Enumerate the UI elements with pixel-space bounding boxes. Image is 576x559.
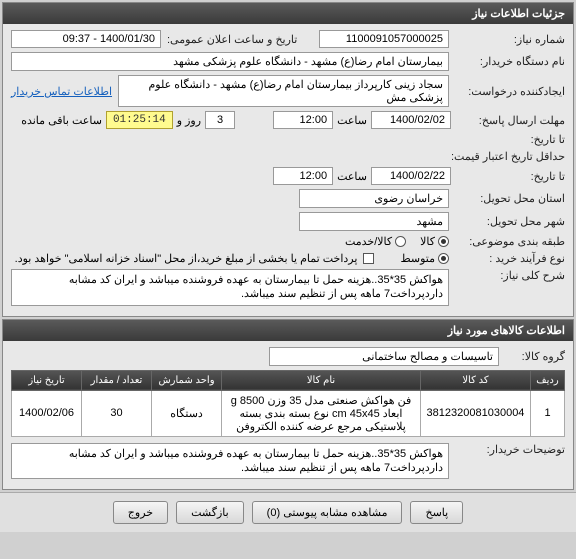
buyer-contact-link[interactable]: اطلاعات تماس خریدار — [11, 85, 112, 98]
lbl-time-remain: ساعت باقی مانده — [21, 114, 102, 127]
lbl-city: شهر محل تحویل: — [455, 215, 565, 228]
radio-kala-label: کالا — [420, 235, 435, 248]
desc-text: هواکش 35*35..هزینه حمل تا بیمارستان به ع… — [11, 269, 449, 306]
buyer-dev-value: بیمارستان امام رضا(ع) مشهد - دانشگاه علو… — [11, 52, 449, 71]
section1-header: جزئیات اطلاعات نیاز — [3, 3, 573, 24]
lbl-min-valid: حداقل تاریخ اعتبار قیمت: — [451, 150, 565, 163]
button-bar: پاسخ مشاهده مشابه پیوستی (0) بازگشت خروج — [0, 492, 576, 532]
table-header-row: ردیف کد کالا نام کالا واحد شمارش تعداد /… — [12, 370, 565, 390]
lbl-hour-1: ساعت — [337, 114, 367, 127]
cell-unit: دستگاه — [152, 390, 222, 436]
province-value: خراسان رضوی — [299, 189, 449, 208]
requester-value: سجاد زینی کارپرداز بیمارستان امام رضا(ع)… — [118, 75, 449, 107]
items-table: ردیف کد کالا نام کالا واحد شمارش تعداد /… — [11, 370, 565, 437]
radio-dot-icon — [438, 236, 449, 247]
lbl-province: استان محل تحویل: — [455, 192, 565, 205]
lbl-pub-date: تاریخ و ساعت اعلان عمومی: — [167, 33, 297, 46]
group-value: تاسیسات و مصالح ساختمانی — [269, 347, 499, 366]
exit-button[interactable]: خروج — [113, 501, 168, 524]
lbl-buy-type: نوع فرآیند خرید : — [455, 252, 565, 265]
radio-medium[interactable]: متوسط — [400, 252, 449, 265]
lbl-valid-to: تا تاریخ: — [455, 170, 565, 183]
th-idx: ردیف — [531, 370, 565, 390]
buyer-note-text: هواکش 35*35..هزینه حمل تا بیمارستان به ع… — [11, 443, 449, 480]
lbl-hour-2: ساعت — [337, 170, 367, 183]
lbl-desc-title: شرح کلی نیاز: — [455, 269, 565, 282]
lbl-deadline-resp: مهلت ارسال پاسخ: — [455, 114, 565, 127]
treasury-note: پرداخت تمام یا بخشی از مبلغ خرید،از محل … — [15, 252, 358, 265]
back-button[interactable]: بازگشت — [176, 501, 244, 524]
req-no-value: 1100091057000025 — [319, 30, 449, 48]
th-name: نام کالا — [222, 370, 421, 390]
countdown-timer: 01:25:14 — [106, 111, 173, 129]
lbl-to-date: تا تاریخ: — [455, 133, 565, 146]
cell-idx: 1 — [531, 390, 565, 436]
lbl-req-no: شماره نیاز: — [455, 33, 565, 46]
cell-date: 1400/02/06 — [12, 390, 82, 436]
th-unit: واحد شمارش — [152, 370, 222, 390]
lbl-buyer-note: توضیحات خریدار: — [455, 443, 565, 456]
valid-hour: 12:00 — [273, 167, 333, 185]
radio-dot-icon — [395, 236, 406, 247]
th-qty: تعداد / مقدار — [82, 370, 152, 390]
deadline-hour: 12:00 — [273, 111, 333, 129]
cell-qty: 30 — [82, 390, 152, 436]
lbl-buyer-dev: نام دستگاه خریدار: — [455, 55, 565, 68]
lbl-package: طبقه بندی موضوعی: — [455, 235, 565, 248]
radio-dot-icon — [438, 253, 449, 264]
answer-button[interactable]: پاسخ — [410, 501, 463, 524]
radio-kala[interactable]: کالا — [420, 235, 449, 248]
cell-name: فن هواکش صنعتی مدل 35 وزن g 8500 ابعاد c… — [222, 390, 421, 436]
radio-medium-label: متوسط — [400, 252, 435, 265]
treasury-checkbox[interactable] — [363, 253, 374, 264]
day-count: 3 — [205, 111, 235, 129]
radio-khedmat[interactable]: کالا/خدمت — [345, 235, 406, 248]
cell-code: 3812320081030004 — [421, 390, 531, 436]
city-value: مشهد — [299, 212, 449, 231]
lbl-group: گروه کالا: — [505, 350, 565, 363]
th-date: تاریخ نیاز — [12, 370, 82, 390]
radio-khedmat-label: کالا/خدمت — [345, 235, 392, 248]
valid-date: 1400/02/22 — [371, 167, 451, 185]
table-row[interactable]: 1 3812320081030004 فن هواکش صنعتی مدل 35… — [12, 390, 565, 436]
deadline-date: 1400/02/02 — [371, 111, 451, 129]
th-code: کد کالا — [421, 370, 531, 390]
lbl-requester: ایجادکننده درخواست: — [455, 85, 565, 98]
lbl-day-and: روز و — [177, 114, 201, 127]
section2-header: اطلاعات کالاهای مورد نیاز — [3, 320, 573, 341]
pub-date-value: 1400/01/30 - 09:37 — [11, 30, 161, 48]
attachments-button[interactable]: مشاهده مشابه پیوستی (0) — [252, 501, 403, 524]
